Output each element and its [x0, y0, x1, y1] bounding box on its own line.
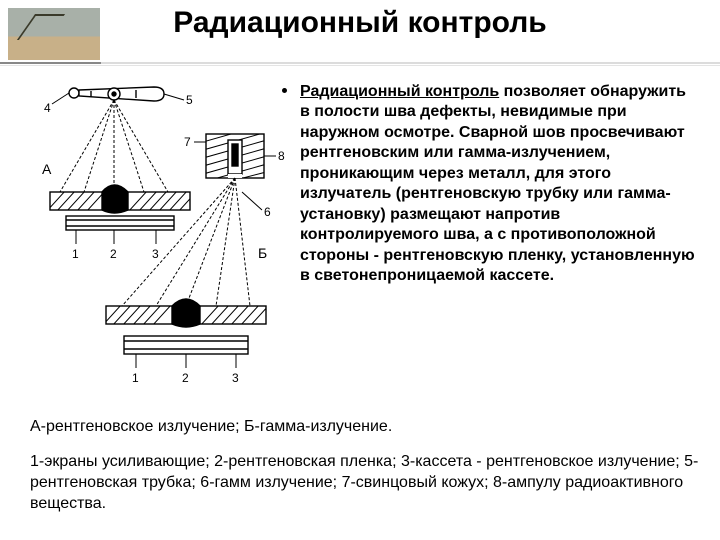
label-3b: 3 — [232, 371, 239, 385]
label-6: 6 — [264, 205, 271, 219]
caption-line-2: 1-экраны усиливающие; 2-рентгеновская пл… — [30, 452, 710, 514]
label-1a: 1 — [72, 247, 79, 261]
title-underline — [0, 62, 720, 64]
label-4: 4 — [44, 101, 51, 115]
label-8: 8 — [278, 149, 285, 163]
label-A: А — [42, 161, 52, 177]
bullet-icon — [282, 88, 287, 93]
caption-line-1: А-рентгеновское излучение; Б-гамма-излуч… — [30, 418, 690, 436]
label-7: 7 — [184, 135, 191, 149]
label-1b: 1 — [132, 371, 139, 385]
label-B: Б — [258, 245, 267, 261]
main-rest: позволяет обнаружить в полости шва дефек… — [300, 83, 695, 284]
main-underline: Радиационный контроль — [300, 83, 499, 100]
label-3a: 3 — [152, 247, 159, 261]
label-2b: 2 — [182, 371, 189, 385]
label-5: 5 — [186, 93, 193, 107]
radiation-diagram: 4 5 А — [36, 82, 286, 392]
page-title: Радиационный контроль — [0, 6, 720, 40]
main-paragraph: Радиационный контроль позволяет обнаружи… — [300, 82, 700, 287]
label-2a: 2 — [110, 247, 117, 261]
